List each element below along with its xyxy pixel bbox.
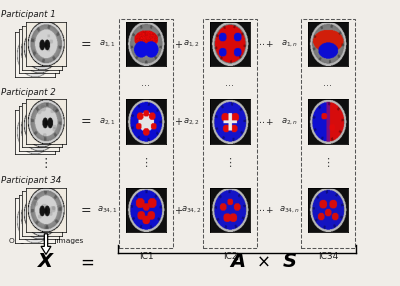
Text: =: = xyxy=(81,115,91,128)
Text: $a_{2,1}$: $a_{2,1}$ xyxy=(99,116,116,127)
Text: ⋮: ⋮ xyxy=(322,158,334,168)
Text: $\times$: $\times$ xyxy=(311,40,319,49)
Text: $\times$: $\times$ xyxy=(311,117,319,126)
Text: $+$: $+$ xyxy=(174,116,183,127)
Text: $\times$: $\times$ xyxy=(213,117,221,126)
Text: Participant 1: Participant 1 xyxy=(1,10,56,19)
Text: Participant 2: Participant 2 xyxy=(1,88,56,97)
Text: ...: ... xyxy=(324,78,332,88)
Text: $\times$: $\times$ xyxy=(256,253,270,271)
Text: ...: ... xyxy=(142,78,150,88)
Text: $+$: $+$ xyxy=(174,39,183,50)
Text: ⋮: ⋮ xyxy=(40,156,52,170)
Text: $a_{34,n}$: $a_{34,n}$ xyxy=(279,205,300,215)
Text: ...: ... xyxy=(226,78,234,88)
Text: IC1: IC1 xyxy=(139,252,153,261)
Bar xyxy=(203,19,257,248)
Text: $\times$: $\times$ xyxy=(213,40,221,49)
Text: $\boldsymbol{X}$: $\boldsymbol{X}$ xyxy=(36,252,56,271)
Text: $a_{2,n}$: $a_{2,n}$ xyxy=(281,116,298,127)
Text: =: = xyxy=(81,204,91,217)
Text: $\times$: $\times$ xyxy=(213,206,221,215)
Text: $a_{1,n}$: $a_{1,n}$ xyxy=(281,39,298,49)
Text: ⋮: ⋮ xyxy=(224,158,236,168)
Text: $=$: $=$ xyxy=(77,253,95,271)
Text: =: = xyxy=(81,38,91,51)
Text: $\times$: $\times$ xyxy=(129,117,137,126)
Text: $a_{2,2}$: $a_{2,2}$ xyxy=(183,116,200,127)
Text: ⋮: ⋮ xyxy=(140,158,152,168)
Text: Original PET images: Original PET images xyxy=(9,237,83,243)
Text: $\cdots +$: $\cdots +$ xyxy=(255,39,274,49)
Text: $\cdots +$: $\cdots +$ xyxy=(255,205,274,215)
Text: $\boldsymbol{S}$: $\boldsymbol{S}$ xyxy=(282,252,296,271)
FancyArrow shape xyxy=(41,234,51,255)
Text: $a_{1,2}$: $a_{1,2}$ xyxy=(183,39,200,49)
Text: $a_{1,1}$: $a_{1,1}$ xyxy=(99,39,116,49)
Text: $\times$: $\times$ xyxy=(129,40,137,49)
Text: $\boldsymbol{A}$: $\boldsymbol{A}$ xyxy=(229,252,245,271)
Text: $\cdots +$: $\cdots +$ xyxy=(255,117,274,126)
Bar xyxy=(301,19,355,248)
Bar xyxy=(119,19,173,248)
Text: $\times$: $\times$ xyxy=(311,206,319,215)
Text: IC2: IC2 xyxy=(223,252,237,261)
Text: $+$: $+$ xyxy=(174,205,183,216)
Text: IC34: IC34 xyxy=(318,252,338,261)
Text: Participant 34: Participant 34 xyxy=(1,176,61,185)
Text: $a_{34,1}$: $a_{34,1}$ xyxy=(97,205,118,215)
Text: $\times$: $\times$ xyxy=(129,206,137,215)
Text: $a_{34,2}$: $a_{34,2}$ xyxy=(181,205,202,215)
